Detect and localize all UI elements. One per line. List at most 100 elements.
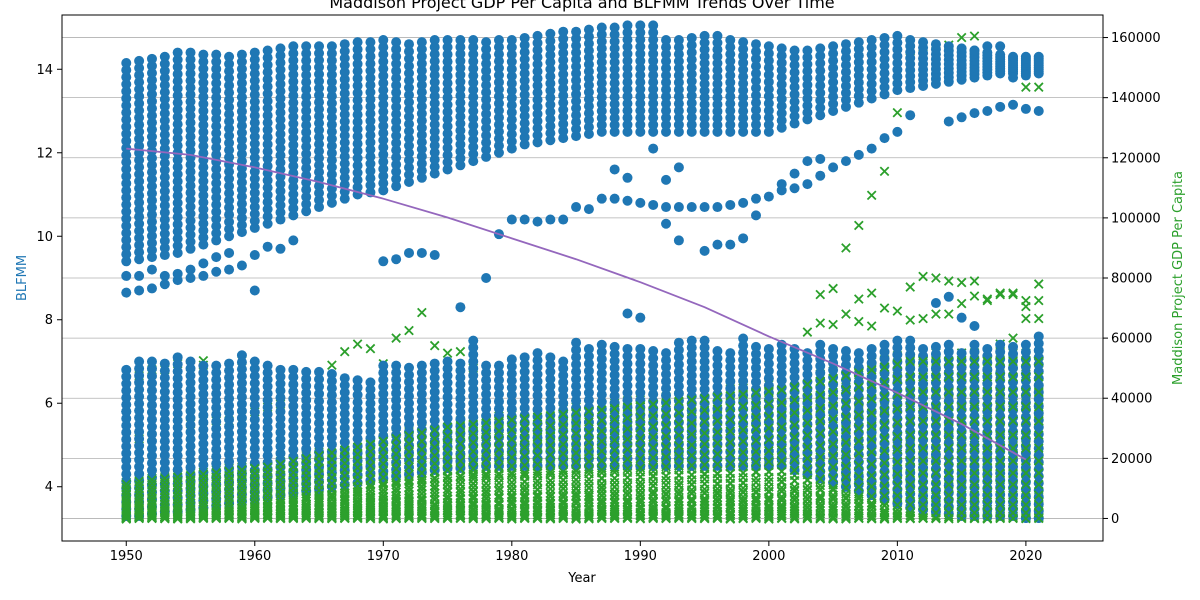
blfmm-point <box>699 356 710 367</box>
blfmm-point <box>262 117 273 128</box>
blfmm-point <box>776 93 787 104</box>
blfmm-point <box>519 103 530 114</box>
blfmm-point <box>866 490 877 501</box>
blfmm-point <box>930 39 941 50</box>
blfmm-point <box>275 434 286 445</box>
blfmm-point <box>840 353 851 364</box>
blfmm-point <box>442 78 453 89</box>
gdp-point <box>789 486 800 497</box>
blfmm-point <box>404 53 414 64</box>
blfmm-point <box>262 367 273 378</box>
blfmm-point <box>211 416 222 427</box>
blfmm-point <box>326 105 337 116</box>
blfmm-point <box>236 170 247 181</box>
blfmm-point <box>686 61 697 72</box>
blfmm-point <box>326 411 337 422</box>
blfmm-point <box>635 387 646 398</box>
gdp-point <box>391 487 401 497</box>
blfmm-point <box>789 96 800 107</box>
blfmm-point <box>468 113 479 124</box>
blfmm-point <box>249 187 260 198</box>
blfmm-point <box>673 84 684 95</box>
blfmm-point <box>506 375 517 386</box>
blfmm-point <box>211 221 222 232</box>
blfmm-point <box>905 110 916 121</box>
blfmm-point <box>404 68 414 79</box>
blfmm-point <box>493 140 504 151</box>
blfmm-point <box>134 176 145 187</box>
blfmm-point <box>455 90 466 101</box>
blfmm-point <box>262 139 273 150</box>
blfmm-point <box>326 481 337 492</box>
blfmm-point <box>828 70 839 81</box>
blfmm-point <box>738 106 749 117</box>
blfmm-point <box>172 268 183 279</box>
blfmm-point <box>378 409 389 420</box>
blfmm-point <box>879 388 890 399</box>
blfmm-point <box>558 111 569 122</box>
blfmm-point <box>609 78 620 89</box>
blfmm-point <box>481 137 492 148</box>
blfmm-point <box>455 365 466 376</box>
blfmm-point <box>185 420 196 431</box>
blfmm-point <box>712 78 723 89</box>
blfmm-point <box>493 367 504 378</box>
blfmm-point <box>236 70 247 81</box>
blfmm-point <box>159 193 170 204</box>
blfmm-point <box>583 387 594 398</box>
blfmm-point <box>236 120 247 131</box>
blfmm-point <box>301 408 312 419</box>
blfmm-point <box>326 376 337 387</box>
blfmm-point <box>481 94 492 105</box>
blfmm-point <box>301 41 312 52</box>
blfmm-point <box>134 405 145 416</box>
blfmm-point <box>661 439 672 450</box>
blfmm-point <box>712 37 723 48</box>
blfmm-point <box>134 197 145 208</box>
blfmm-point <box>185 117 196 128</box>
blfmm-point <box>185 208 196 219</box>
blfmm-point <box>532 460 543 471</box>
blfmm-point <box>172 183 183 194</box>
blfmm-point <box>146 356 157 367</box>
blfmm-point <box>391 402 402 413</box>
blfmm-point <box>236 371 247 382</box>
blfmm-point <box>429 443 440 454</box>
blfmm-point <box>545 352 556 363</box>
blfmm-point <box>930 478 941 489</box>
blfmm-point <box>673 91 684 102</box>
blfmm-point <box>378 49 389 60</box>
blfmm-point <box>828 435 839 446</box>
blfmm-point <box>455 393 466 404</box>
blfmm-point <box>185 82 196 93</box>
blfmm-point <box>352 419 363 430</box>
blfmm-point <box>481 44 492 55</box>
blfmm-point <box>519 125 530 136</box>
blfmm-point <box>378 178 389 189</box>
blfmm-point <box>828 41 839 52</box>
blfmm-point <box>918 364 929 375</box>
blfmm-point <box>455 428 466 439</box>
blfmm-point <box>596 92 607 103</box>
blfmm-point <box>236 149 247 160</box>
blfmm-point <box>172 176 183 187</box>
blfmm-point <box>365 419 376 430</box>
blfmm-point <box>326 197 337 208</box>
blfmm-point <box>905 433 916 444</box>
blfmm-point <box>725 84 736 95</box>
blfmm-point <box>429 161 440 172</box>
blfmm-point <box>558 97 569 108</box>
blfmm-point <box>532 216 543 227</box>
blfmm-point <box>815 438 826 449</box>
blfmm-point <box>879 353 890 364</box>
blfmm-point <box>519 352 530 363</box>
blfmm-point <box>404 111 414 122</box>
blfmm-point <box>648 353 659 364</box>
blfmm-point <box>314 62 325 73</box>
blfmm-point <box>571 68 582 79</box>
blfmm-point <box>249 208 260 219</box>
blfmm-point <box>159 101 170 112</box>
blfmm-point <box>121 413 132 424</box>
blfmm-point <box>956 70 967 81</box>
blfmm-point <box>339 81 350 92</box>
